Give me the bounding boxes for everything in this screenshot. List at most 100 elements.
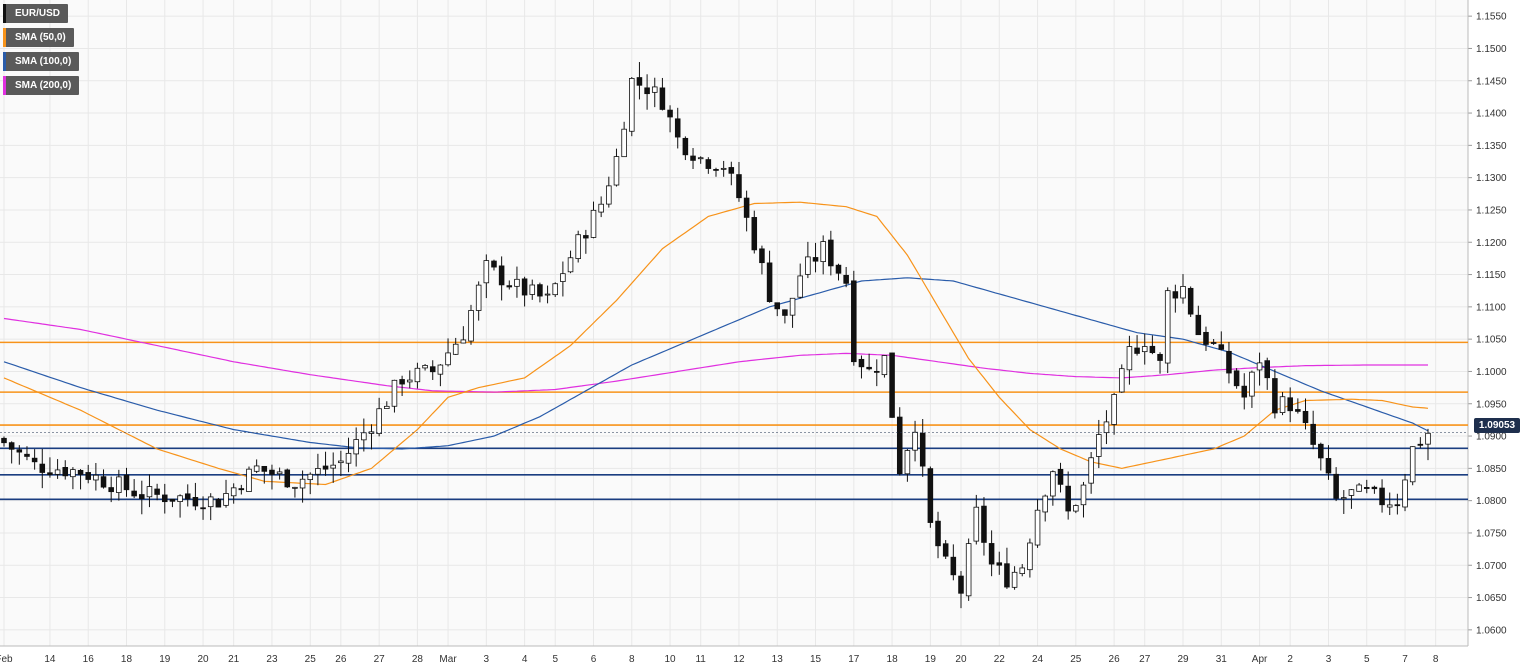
candle-bear	[537, 284, 543, 297]
candle-bull	[1042, 495, 1048, 513]
candle-bear	[835, 264, 842, 274]
sma50-line	[3, 201, 1429, 486]
y-tick-label: 1.0850	[1476, 464, 1507, 475]
x-tick-label: 17	[848, 654, 860, 665]
candle-bull	[1164, 290, 1171, 364]
candle-bear	[77, 469, 84, 475]
y-tick-label: 1.0900	[1476, 432, 1507, 443]
candle-bear	[1203, 331, 1209, 345]
candle-bear	[774, 302, 781, 310]
candle-bull	[345, 452, 352, 464]
candle-bear	[8, 442, 15, 450]
x-tick-label: 8	[1433, 654, 1439, 665]
legend-item-sma50[interactable]: SMA (50,0)	[3, 28, 74, 47]
candle-bear	[958, 575, 964, 594]
candle-bear	[269, 469, 275, 475]
candle-bear	[238, 488, 245, 491]
x-tick-label: 15	[810, 654, 822, 665]
candle-bear	[31, 457, 38, 463]
candle-bear	[1264, 360, 1270, 379]
last-price-tag: 1.09053	[1474, 418, 1520, 433]
candle-bull	[1027, 542, 1033, 571]
candle-bear	[705, 159, 712, 169]
candle-bear	[429, 366, 436, 373]
candle-bear	[1233, 370, 1240, 387]
candle-bear	[828, 239, 834, 267]
x-tick-label: 20	[955, 654, 967, 665]
y-tick-label: 1.1250	[1476, 205, 1507, 216]
x-tick-label: 19	[925, 654, 937, 665]
candle-bear	[782, 309, 788, 316]
candle-bull	[1088, 457, 1094, 484]
candle-bear	[644, 87, 650, 95]
candle-bear	[123, 474, 130, 491]
candle-bull	[1126, 346, 1133, 371]
x-tick-label: 5	[1364, 654, 1370, 665]
candle-bear	[1394, 504, 1401, 507]
candle-bull	[590, 209, 597, 238]
sma100-line	[3, 277, 1429, 450]
candle-bear	[16, 449, 23, 453]
x-tick-label: 27	[374, 654, 386, 665]
candle-bear	[39, 463, 46, 473]
legend-swatch-price	[3, 4, 6, 23]
legend-label-sma100: SMA (100,0)	[15, 56, 72, 67]
x-tick-label: 25	[305, 654, 317, 665]
legend-label-price: EUR/USD	[15, 8, 61, 19]
candle-bull	[651, 86, 658, 93]
candle-bull	[544, 293, 551, 296]
candle-bull	[598, 203, 604, 213]
x-tick-label: 8	[629, 654, 635, 665]
candle-bear	[690, 155, 696, 161]
legend-item-price[interactable]: EUR/USD	[3, 4, 69, 23]
candle-bear	[583, 235, 589, 239]
legend-item-sma100[interactable]: SMA (100,0)	[3, 52, 80, 71]
candle-bull	[338, 460, 344, 464]
x-tick-label: 25	[1070, 654, 1082, 665]
candle-bear	[1210, 342, 1217, 344]
candle-bull	[116, 476, 122, 493]
candle-bear	[1272, 378, 1278, 414]
candle-bear	[498, 265, 505, 286]
x-tick-label: 3	[484, 654, 490, 665]
candle-bear	[736, 174, 742, 199]
x-tick-label: 18	[887, 654, 899, 665]
candle-bull	[1019, 567, 1026, 574]
candle-bull	[1141, 346, 1148, 353]
candle-bear	[659, 87, 666, 110]
x-tick-label: 28	[412, 654, 424, 665]
legend-label-sma50: SMA (50,0)	[15, 32, 66, 43]
y-tick-label: 1.1150	[1476, 270, 1506, 281]
candle-bull	[1402, 479, 1408, 508]
x-tick-label: 26	[335, 654, 347, 665]
candle-bear	[1417, 443, 1424, 446]
candle-bear	[1325, 458, 1332, 474]
candle-bull	[1409, 446, 1416, 483]
candle-bear	[1333, 473, 1339, 499]
candle-bear	[1157, 353, 1163, 361]
candle-bull	[1341, 497, 1347, 500]
candle-bull	[230, 487, 237, 497]
candle-bull	[621, 128, 627, 158]
candle-bear	[506, 285, 513, 288]
candle-bear	[521, 278, 528, 296]
candle-bear	[942, 543, 949, 557]
candle-bear	[919, 432, 926, 467]
x-tick-label: 5	[552, 654, 558, 665]
candle-bear	[751, 217, 758, 251]
candle-bear	[667, 109, 673, 118]
y-tick-label: 1.1550	[1476, 12, 1507, 23]
legend-item-sma200[interactable]: SMA (200,0)	[3, 76, 80, 95]
candle-bear	[896, 416, 903, 475]
y-tick-label: 1.1050	[1476, 335, 1507, 346]
candle-bull	[720, 167, 727, 170]
x-tick-label: 11	[695, 654, 706, 665]
candle-bull	[452, 343, 459, 355]
plot-area	[0, 0, 1468, 646]
x-tick-label: Apr	[1252, 654, 1268, 665]
candle-bull	[437, 364, 444, 375]
y-tick-label: 1.1000	[1476, 367, 1507, 378]
candle-bull	[475, 284, 482, 311]
sma200-line	[3, 317, 1428, 393]
